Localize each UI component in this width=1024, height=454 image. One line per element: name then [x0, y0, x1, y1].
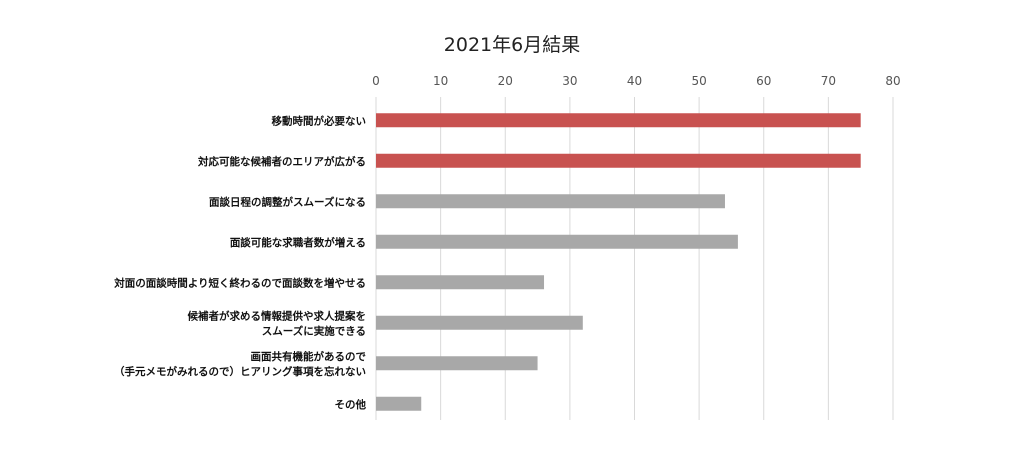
x-tick-label: 80 [885, 74, 900, 88]
category-label: 面談日程の調整がスムーズになる [209, 195, 366, 208]
category-label: 対面の面談時間より短く終わるので面談数を増やせる [113, 276, 366, 289]
category-label: 面談可能な求職者数が増える [230, 236, 366, 249]
x-tick-label: 10 [433, 74, 448, 88]
bar [376, 194, 725, 209]
x-tick-label: 60 [756, 74, 771, 88]
category-label: 移動時間が必要ない [272, 114, 367, 127]
category-label: その他 [335, 398, 367, 411]
bar [376, 113, 861, 128]
bar [376, 153, 861, 168]
bar [376, 315, 583, 330]
category-label: スムーズに実施できる [262, 324, 366, 337]
category-label: 対応可能な候補者のエリアが広がる [197, 155, 366, 168]
x-tick-label: 30 [562, 74, 577, 88]
category-label: 画面共有機能があるので [251, 350, 367, 363]
x-tick-label: 40 [627, 74, 642, 88]
bar [376, 275, 545, 290]
x-tick-label: 20 [498, 74, 513, 88]
bar [376, 356, 538, 371]
x-tick-label: 70 [821, 74, 836, 88]
chart-title: 2021年6月結果 [443, 34, 581, 56]
x-tick-label: 0 [372, 74, 380, 88]
category-label: 候補者が求める情報提供や求人提案を [188, 309, 367, 322]
x-tick-label: 50 [691, 74, 706, 88]
category-label: （手元メモがみれるので）ヒアリング事項を忘れない [114, 365, 366, 378]
bar [376, 396, 422, 411]
bar [376, 234, 738, 249]
